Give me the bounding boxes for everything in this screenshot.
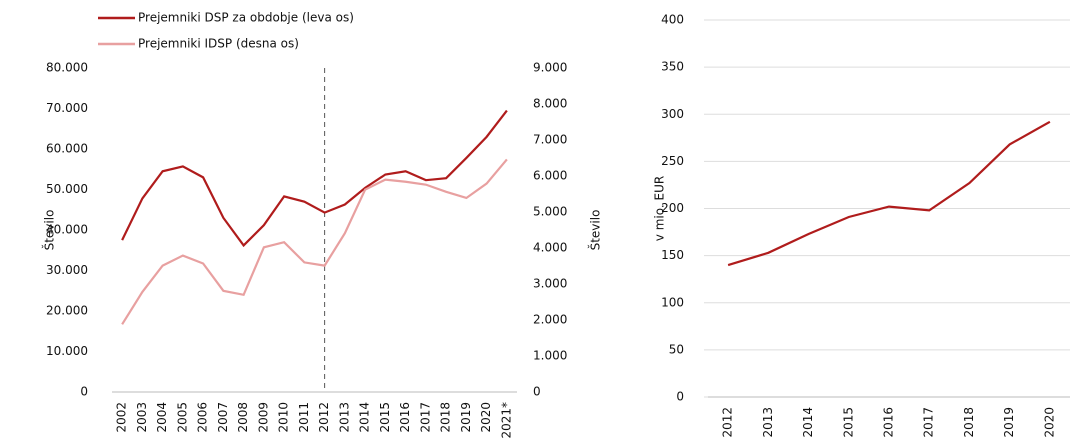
x-tick-label: 2012: [721, 407, 735, 438]
series-line: [121, 158, 508, 325]
series-line: [121, 109, 508, 248]
y2-tick-label: 5.000: [533, 205, 567, 219]
x-tick-label: 2014: [801, 407, 815, 438]
x-tick-label: 2014: [358, 402, 372, 433]
x-tick-label: 2004: [155, 402, 169, 433]
y2-tick-label: 4.000: [533, 241, 567, 255]
series-line: [727, 120, 1051, 267]
y-tick-label: 50.000: [46, 182, 88, 196]
y2-axis-label: Število: [588, 210, 603, 251]
y-tick-label: 60.000: [46, 142, 88, 156]
x-tick-label: 2008: [236, 402, 250, 433]
y2-tick-label: 2.000: [533, 313, 567, 327]
x-tick-label: 2009: [256, 402, 270, 433]
y-axis-label: v mio. EUR: [653, 176, 667, 241]
x-tick-label: 2006: [196, 402, 210, 433]
x-tick-label: 2002: [115, 402, 129, 433]
y-tick-label: 10.000: [46, 344, 88, 358]
y-tick-label: 400: [661, 13, 684, 27]
y2-tick-label: 1.000: [533, 349, 567, 363]
legend-label: Prejemniki IDSP (desna os): [138, 37, 299, 51]
y-tick-label: 40.000: [46, 223, 88, 237]
x-tick-label: 2013: [761, 407, 775, 438]
y-tick-label: 50: [669, 342, 684, 356]
y2-tick-label: 7.000: [533, 133, 567, 147]
x-tick-label: 2020: [479, 402, 493, 433]
x-tick-label: 2019: [1002, 407, 1016, 438]
y-tick-label: 0: [80, 385, 88, 399]
x-tick-label: 2018: [962, 407, 976, 438]
x-tick-label: 2021*: [499, 402, 513, 439]
x-tick-label: 2013: [337, 402, 351, 433]
y-tick-label: 150: [661, 248, 684, 262]
y-axis-label: Število: [42, 210, 57, 251]
y-tick-label: 70.000: [46, 101, 88, 115]
x-tick-label: 2010: [277, 402, 291, 433]
x-tick-label: 2007: [216, 402, 230, 433]
x-tick-label: 2018: [439, 402, 453, 433]
y-tick-label: 80.000: [46, 61, 88, 75]
legend-label: Prejemniki DSP za obdobje (leva os): [138, 11, 354, 25]
x-tick-label: 2017: [922, 407, 936, 438]
x-tick-label: 2012: [317, 402, 331, 433]
y-tick-label: 300: [661, 107, 684, 121]
x-tick-label: 2015: [841, 407, 855, 438]
x-tick-label: 2015: [378, 402, 392, 433]
x-tick-label: 2005: [175, 402, 189, 433]
x-tick-label: 2019: [459, 402, 473, 433]
x-tick-label: 2003: [135, 402, 149, 433]
x-tick-label: 2020: [1042, 407, 1056, 438]
x-tick-label: 2011: [297, 402, 311, 433]
y2-tick-label: 0: [533, 385, 541, 399]
y2-tick-label: 8.000: [533, 97, 567, 111]
y2-tick-label: 3.000: [533, 277, 567, 291]
x-tick-label: 2016: [882, 407, 896, 438]
x-tick-label: 2017: [418, 402, 432, 433]
x-tick-label: 2016: [398, 402, 412, 433]
y-tick-label: 0: [676, 390, 684, 404]
y-tick-label: 20.000: [46, 304, 88, 318]
y-tick-label: 200: [661, 201, 684, 215]
y2-tick-label: 6.000: [533, 169, 567, 183]
y-tick-label: 350: [661, 60, 684, 74]
y-tick-label: 30.000: [46, 263, 88, 277]
y2-tick-label: 9.000: [533, 61, 567, 75]
y-tick-label: 100: [661, 295, 684, 309]
y-tick-label: 250: [661, 154, 684, 168]
